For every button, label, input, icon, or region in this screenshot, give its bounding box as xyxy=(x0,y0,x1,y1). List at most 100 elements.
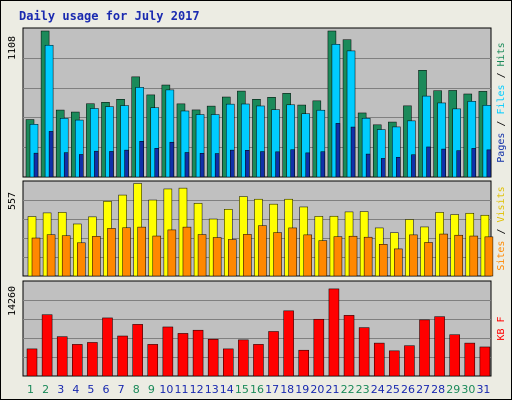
hits-ymax-label: 1108 xyxy=(7,36,18,60)
legend-kbytes: KB F xyxy=(496,316,507,340)
kbytes-bar xyxy=(268,331,279,377)
x-tick-label: 25 xyxy=(386,383,400,396)
pages-bar xyxy=(305,152,310,178)
x-tick-label: 9 xyxy=(148,383,155,396)
kbytes-bar xyxy=(87,342,98,377)
pages-bar xyxy=(79,154,84,178)
x-tick-label: 26 xyxy=(401,383,415,396)
sites-bar xyxy=(273,232,282,277)
legend-sites: Sites xyxy=(496,241,507,271)
kbytes-bar xyxy=(479,346,491,377)
sites-bar xyxy=(77,242,86,277)
x-tick-label: 22 xyxy=(341,383,355,396)
sites-bar xyxy=(182,226,192,277)
kbytes-bar xyxy=(117,335,128,377)
x-tick-label: 15 xyxy=(235,383,249,396)
pages-bar xyxy=(33,152,39,178)
legend-separator: / xyxy=(496,222,507,240)
x-tick-label: 13 xyxy=(205,383,219,396)
sites-bar xyxy=(46,234,56,277)
legend-pages: Pages xyxy=(496,133,507,163)
pages-bar xyxy=(63,152,69,178)
x-tick-label: 1 xyxy=(27,383,34,396)
kbytes-bar xyxy=(298,349,309,377)
kbytes-bar xyxy=(464,342,476,377)
pages-bar xyxy=(335,123,341,178)
kbytes-bar xyxy=(389,350,400,377)
sites-bar xyxy=(409,234,418,277)
sites-bar xyxy=(454,234,463,277)
pages-bar xyxy=(184,152,190,178)
pages-bar xyxy=(350,126,356,178)
legend-separator: / xyxy=(496,115,507,133)
x-tick-label: 6 xyxy=(103,383,110,396)
x-tick-label: 3 xyxy=(57,383,64,396)
pages-bar xyxy=(154,148,160,178)
legend-separator: / xyxy=(496,66,507,84)
kbytes-bar xyxy=(358,327,370,377)
kbytes-bar xyxy=(283,310,294,377)
pages-bar xyxy=(290,149,295,178)
sites-bar xyxy=(167,229,177,277)
legend-sites-visits: Sites / Visits xyxy=(496,186,507,270)
kbytes-bar xyxy=(102,317,113,377)
kbytes-bar xyxy=(72,344,83,377)
sites-bar xyxy=(197,234,207,277)
x-tick-label: 4 xyxy=(72,383,79,396)
sites-bar xyxy=(228,239,237,277)
sites-bar xyxy=(61,235,71,277)
sites-bar xyxy=(424,242,433,277)
x-tick-label: 27 xyxy=(416,383,430,396)
legend-pages-files-hits: Pages / Files / Hits xyxy=(496,42,507,162)
kbytes-bar xyxy=(343,315,355,377)
chart-title: Daily usage for July 2017 xyxy=(19,9,200,23)
kbytes-bar xyxy=(253,344,264,377)
x-tick-label: 18 xyxy=(280,383,294,396)
sites-bar xyxy=(469,235,479,277)
pages-bar xyxy=(411,154,416,178)
x-tick-label: 29 xyxy=(446,383,460,396)
pages-bar xyxy=(230,149,235,178)
kbytes-bar xyxy=(192,329,204,377)
pages-bar xyxy=(456,150,461,178)
x-tick-label: 11 xyxy=(175,383,189,396)
pages-bar xyxy=(139,141,144,178)
kbytes-bar xyxy=(41,314,53,377)
pages-bar xyxy=(441,148,446,178)
sites-bar xyxy=(439,233,448,277)
legend-hits: Hits xyxy=(496,42,507,66)
x-tick-label: 5 xyxy=(87,383,94,396)
pages-bar xyxy=(486,149,492,178)
pages-bar xyxy=(199,153,205,178)
sites-bar xyxy=(303,234,312,277)
visits-ymax-label: 557 xyxy=(7,192,18,210)
pages-bar xyxy=(94,150,99,178)
x-tick-label: 31 xyxy=(476,383,490,396)
pages-bar xyxy=(320,151,326,178)
kbytes-bar xyxy=(56,336,68,377)
kbytes-ymax-label: 14260 xyxy=(7,286,18,316)
kbytes-bar xyxy=(373,342,385,377)
x-tick-label: 7 xyxy=(118,383,125,396)
x-tick-label: 8 xyxy=(133,383,140,396)
kbytes-bar xyxy=(313,318,325,377)
pages-bar xyxy=(275,151,280,178)
kbytes-bar xyxy=(404,345,415,377)
pages-bar xyxy=(365,153,371,178)
kbytes-bar xyxy=(419,319,430,377)
sites-bar xyxy=(363,236,373,277)
x-tick-label: 23 xyxy=(356,383,370,396)
kbytes-bar xyxy=(449,334,460,377)
x-tick-label: 21 xyxy=(325,383,339,396)
pages-bar xyxy=(214,153,220,178)
pages-bar xyxy=(471,148,477,178)
kbytes-bar xyxy=(147,344,159,377)
x-tick-label: 17 xyxy=(265,383,279,396)
sites-bar xyxy=(318,240,328,277)
sites-bar xyxy=(92,236,101,277)
x-tick-label: 24 xyxy=(371,383,385,396)
x-tick-label: 12 xyxy=(190,383,204,396)
kbytes-bar xyxy=(238,339,249,377)
pages-bar xyxy=(260,151,265,178)
